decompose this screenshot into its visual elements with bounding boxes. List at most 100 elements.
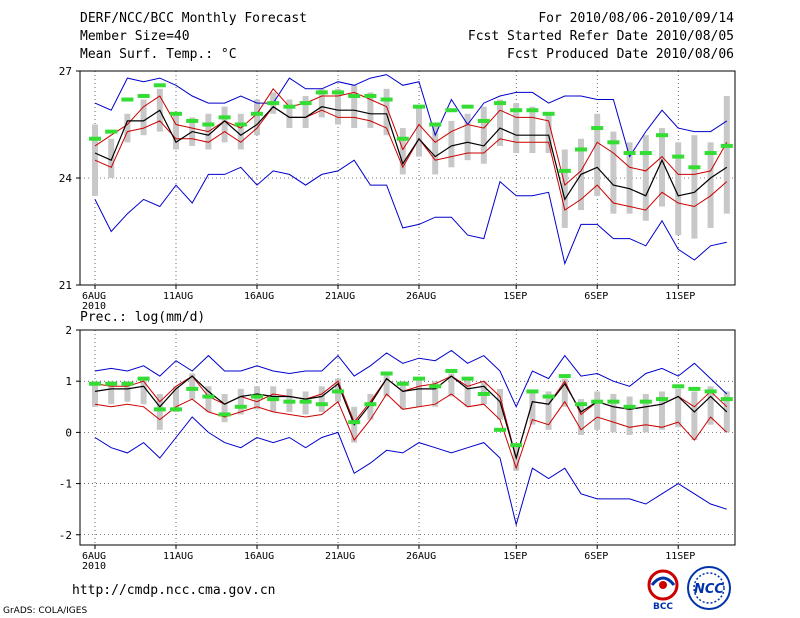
climatology-marker — [526, 108, 539, 113]
ensemble-box — [221, 106, 228, 143]
climatology-marker — [413, 104, 425, 109]
climatology-marker — [494, 101, 506, 106]
ensemble-box — [545, 391, 552, 430]
climatology-marker — [639, 151, 652, 156]
climatology-marker — [510, 108, 523, 113]
ensemble-box — [156, 393, 163, 430]
ensemble-box — [691, 391, 698, 441]
climatology-marker — [234, 122, 247, 127]
climatology-marker — [607, 140, 620, 145]
ensemble-box — [642, 135, 649, 221]
x-tick-label: 16AUG — [244, 551, 274, 562]
climatology-marker — [672, 154, 685, 159]
climatology-marker — [315, 402, 328, 407]
ensemble-box — [92, 124, 98, 196]
ensemble-box — [707, 142, 714, 228]
ncc-logo-text: NCC — [694, 582, 724, 597]
temperature-panel: 21 24 27 6AUG 11AUG 16AUG 21AUG 26AUG 1SEP 6SEP 11… — [59, 65, 736, 312]
climatology-marker — [251, 394, 263, 399]
ensemble-box — [416, 378, 422, 407]
ensemble-box — [416, 106, 422, 157]
climatology-marker — [688, 165, 701, 170]
ensemble-box — [383, 373, 390, 397]
climatology-marker — [639, 399, 652, 404]
ensemble-box — [205, 386, 212, 412]
ensemble-lower-line — [94, 393, 728, 470]
climatology-marker — [105, 381, 118, 386]
ensemble-box — [318, 386, 325, 412]
ensemble-box — [480, 106, 487, 164]
climatology-marker — [542, 394, 555, 399]
y-tick-label: -1 — [59, 478, 72, 491]
climatology-marker — [218, 412, 231, 417]
ensemble-box — [432, 124, 439, 175]
climatology-marker — [720, 397, 733, 402]
climatology-marker — [89, 136, 101, 141]
climatology-marker — [575, 402, 587, 407]
climatology-marker — [105, 129, 118, 134]
ensemble-mean-line — [94, 375, 728, 461]
y-tick-label: 1 — [65, 375, 72, 388]
y-tick-label: 24 — [59, 172, 73, 185]
forecast-period: For 2010/08/06-2010/09/14 — [538, 11, 734, 26]
climatology-marker — [332, 389, 344, 394]
climatology-marker — [186, 386, 199, 391]
climatology-marker — [170, 111, 182, 116]
ensemble-box — [610, 393, 617, 433]
ensemble-box — [659, 128, 665, 207]
ensemble-box — [464, 378, 471, 407]
climatology-marker — [186, 118, 199, 123]
climatology-marker — [299, 101, 312, 106]
climatology-marker — [558, 374, 571, 379]
x-tick-label: 6AUG — [82, 291, 106, 302]
ensemble-box — [383, 88, 390, 136]
ensemble-box — [707, 386, 714, 425]
y-tick-label: 2 — [65, 324, 72, 337]
climatology-marker — [591, 399, 604, 404]
ensemble-max-line — [94, 349, 728, 409]
ensemble-box — [399, 128, 406, 175]
ensemble-box — [108, 381, 115, 405]
climatology-marker — [137, 93, 150, 98]
climatology-marker — [380, 371, 393, 376]
climatology-marker — [429, 122, 442, 127]
climatology-marker — [704, 151, 717, 156]
ensemble-box — [513, 103, 520, 154]
climatology-marker — [413, 376, 425, 381]
climatology-marker — [591, 126, 604, 131]
climatology-marker — [396, 381, 409, 386]
ensemble-box — [578, 399, 584, 435]
y-tick-label: 21 — [59, 279, 72, 292]
ensemble-box — [367, 92, 374, 129]
ncc-logo: NCC — [684, 565, 734, 611]
ensemble-upper-line — [94, 87, 728, 187]
grads-credit: GrADS: COLA/IGES — [3, 606, 88, 616]
climatology-marker — [299, 399, 312, 404]
bcc-logo: BCC — [640, 565, 686, 612]
ensemble-box — [237, 388, 244, 415]
ensemble-box — [92, 381, 98, 407]
ensemble-box — [626, 142, 633, 214]
climatology-marker — [494, 427, 506, 432]
climatology-marker — [348, 420, 361, 425]
climatology-marker — [445, 108, 458, 113]
ensemble-box — [173, 386, 179, 412]
climatology-marker — [704, 389, 717, 394]
x-tick-label: 6AUG — [82, 551, 106, 562]
climatology-marker — [510, 443, 523, 448]
climatology-marker — [251, 111, 263, 116]
member-size: Member Size=40 — [80, 29, 190, 44]
climatology-marker — [656, 133, 668, 138]
climatology-marker — [380, 97, 393, 102]
y-tick-label: 27 — [59, 65, 72, 78]
ensemble-box — [302, 95, 309, 129]
climatology-marker — [283, 399, 296, 404]
forecast-started: Fcst Started Refer Date 2010/08/05 — [467, 29, 734, 44]
x-tick-year: 2010 — [82, 561, 106, 572]
ensemble-min-line — [94, 159, 727, 266]
source-url[interactable]: http://cmdp.ncc.cma.gov.cn — [72, 583, 276, 598]
climatology-marker — [89, 381, 101, 386]
x-tick-label: 11SEP — [665, 551, 695, 562]
climatology-marker — [461, 104, 474, 109]
